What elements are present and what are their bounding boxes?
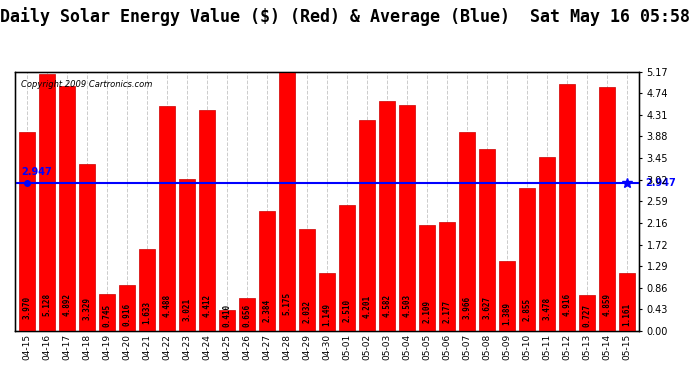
Text: 3.627: 3.627: [482, 296, 491, 320]
Text: 0.410: 0.410: [222, 304, 231, 327]
Bar: [519, 188, 535, 331]
Text: 4.582: 4.582: [382, 294, 391, 317]
Text: 4.503: 4.503: [402, 294, 411, 317]
Bar: [239, 298, 255, 331]
Text: 3.970: 3.970: [23, 296, 32, 318]
Bar: [399, 105, 415, 331]
Text: 2.947: 2.947: [21, 167, 52, 177]
Bar: [319, 273, 335, 331]
Text: 2.384: 2.384: [262, 299, 271, 322]
Text: Copyright 2009 Cartronics.com: Copyright 2009 Cartronics.com: [21, 80, 152, 88]
Text: 4.488: 4.488: [162, 294, 172, 317]
Bar: [279, 72, 295, 331]
Bar: [439, 222, 455, 331]
Bar: [619, 273, 635, 331]
Text: 3.329: 3.329: [83, 297, 92, 320]
Text: 0.656: 0.656: [242, 304, 251, 327]
Bar: [479, 149, 495, 331]
Bar: [359, 120, 375, 331]
Text: 1.149: 1.149: [322, 303, 331, 326]
Bar: [559, 84, 575, 331]
Bar: [199, 110, 215, 331]
Text: 1.389: 1.389: [502, 302, 511, 325]
Bar: [299, 229, 315, 331]
Bar: [99, 294, 115, 331]
Bar: [19, 132, 35, 331]
Text: 0.916: 0.916: [123, 303, 132, 326]
Text: 3.021: 3.021: [182, 298, 191, 321]
Bar: [539, 157, 555, 331]
Bar: [179, 180, 195, 331]
Bar: [119, 285, 135, 331]
Text: 5.128: 5.128: [43, 292, 52, 316]
Text: 3.478: 3.478: [542, 297, 551, 320]
Bar: [219, 310, 235, 331]
Text: 2.855: 2.855: [522, 298, 531, 321]
Bar: [159, 106, 175, 331]
Bar: [59, 86, 75, 331]
Text: 4.201: 4.201: [362, 295, 371, 318]
Text: 5.175: 5.175: [282, 292, 291, 315]
Bar: [39, 74, 55, 331]
Text: 0.745: 0.745: [103, 303, 112, 327]
Text: 2.032: 2.032: [302, 300, 311, 323]
Text: 0.727: 0.727: [582, 303, 591, 327]
Text: 2.510: 2.510: [342, 299, 351, 322]
Text: Daily Solar Energy Value ($) (Red) & Average (Blue)  Sat May 16 05:58: Daily Solar Energy Value ($) (Red) & Ave…: [0, 8, 690, 27]
Bar: [599, 87, 615, 331]
Text: 4.892: 4.892: [63, 293, 72, 316]
Bar: [79, 164, 95, 331]
Bar: [499, 261, 515, 331]
Text: 4.916: 4.916: [562, 293, 571, 316]
Text: 2.947: 2.947: [645, 178, 676, 188]
Bar: [459, 132, 475, 331]
Bar: [259, 211, 275, 331]
Text: 3.966: 3.966: [462, 296, 471, 318]
Text: 4.412: 4.412: [202, 294, 211, 317]
Text: 1.633: 1.633: [142, 301, 152, 324]
Text: 1.161: 1.161: [622, 302, 631, 326]
Bar: [579, 294, 595, 331]
Bar: [419, 225, 435, 331]
Text: 4.859: 4.859: [602, 293, 611, 316]
Bar: [379, 101, 395, 331]
Text: 2.109: 2.109: [422, 300, 431, 323]
Bar: [339, 205, 355, 331]
Bar: [139, 249, 155, 331]
Text: 2.177: 2.177: [442, 300, 451, 323]
